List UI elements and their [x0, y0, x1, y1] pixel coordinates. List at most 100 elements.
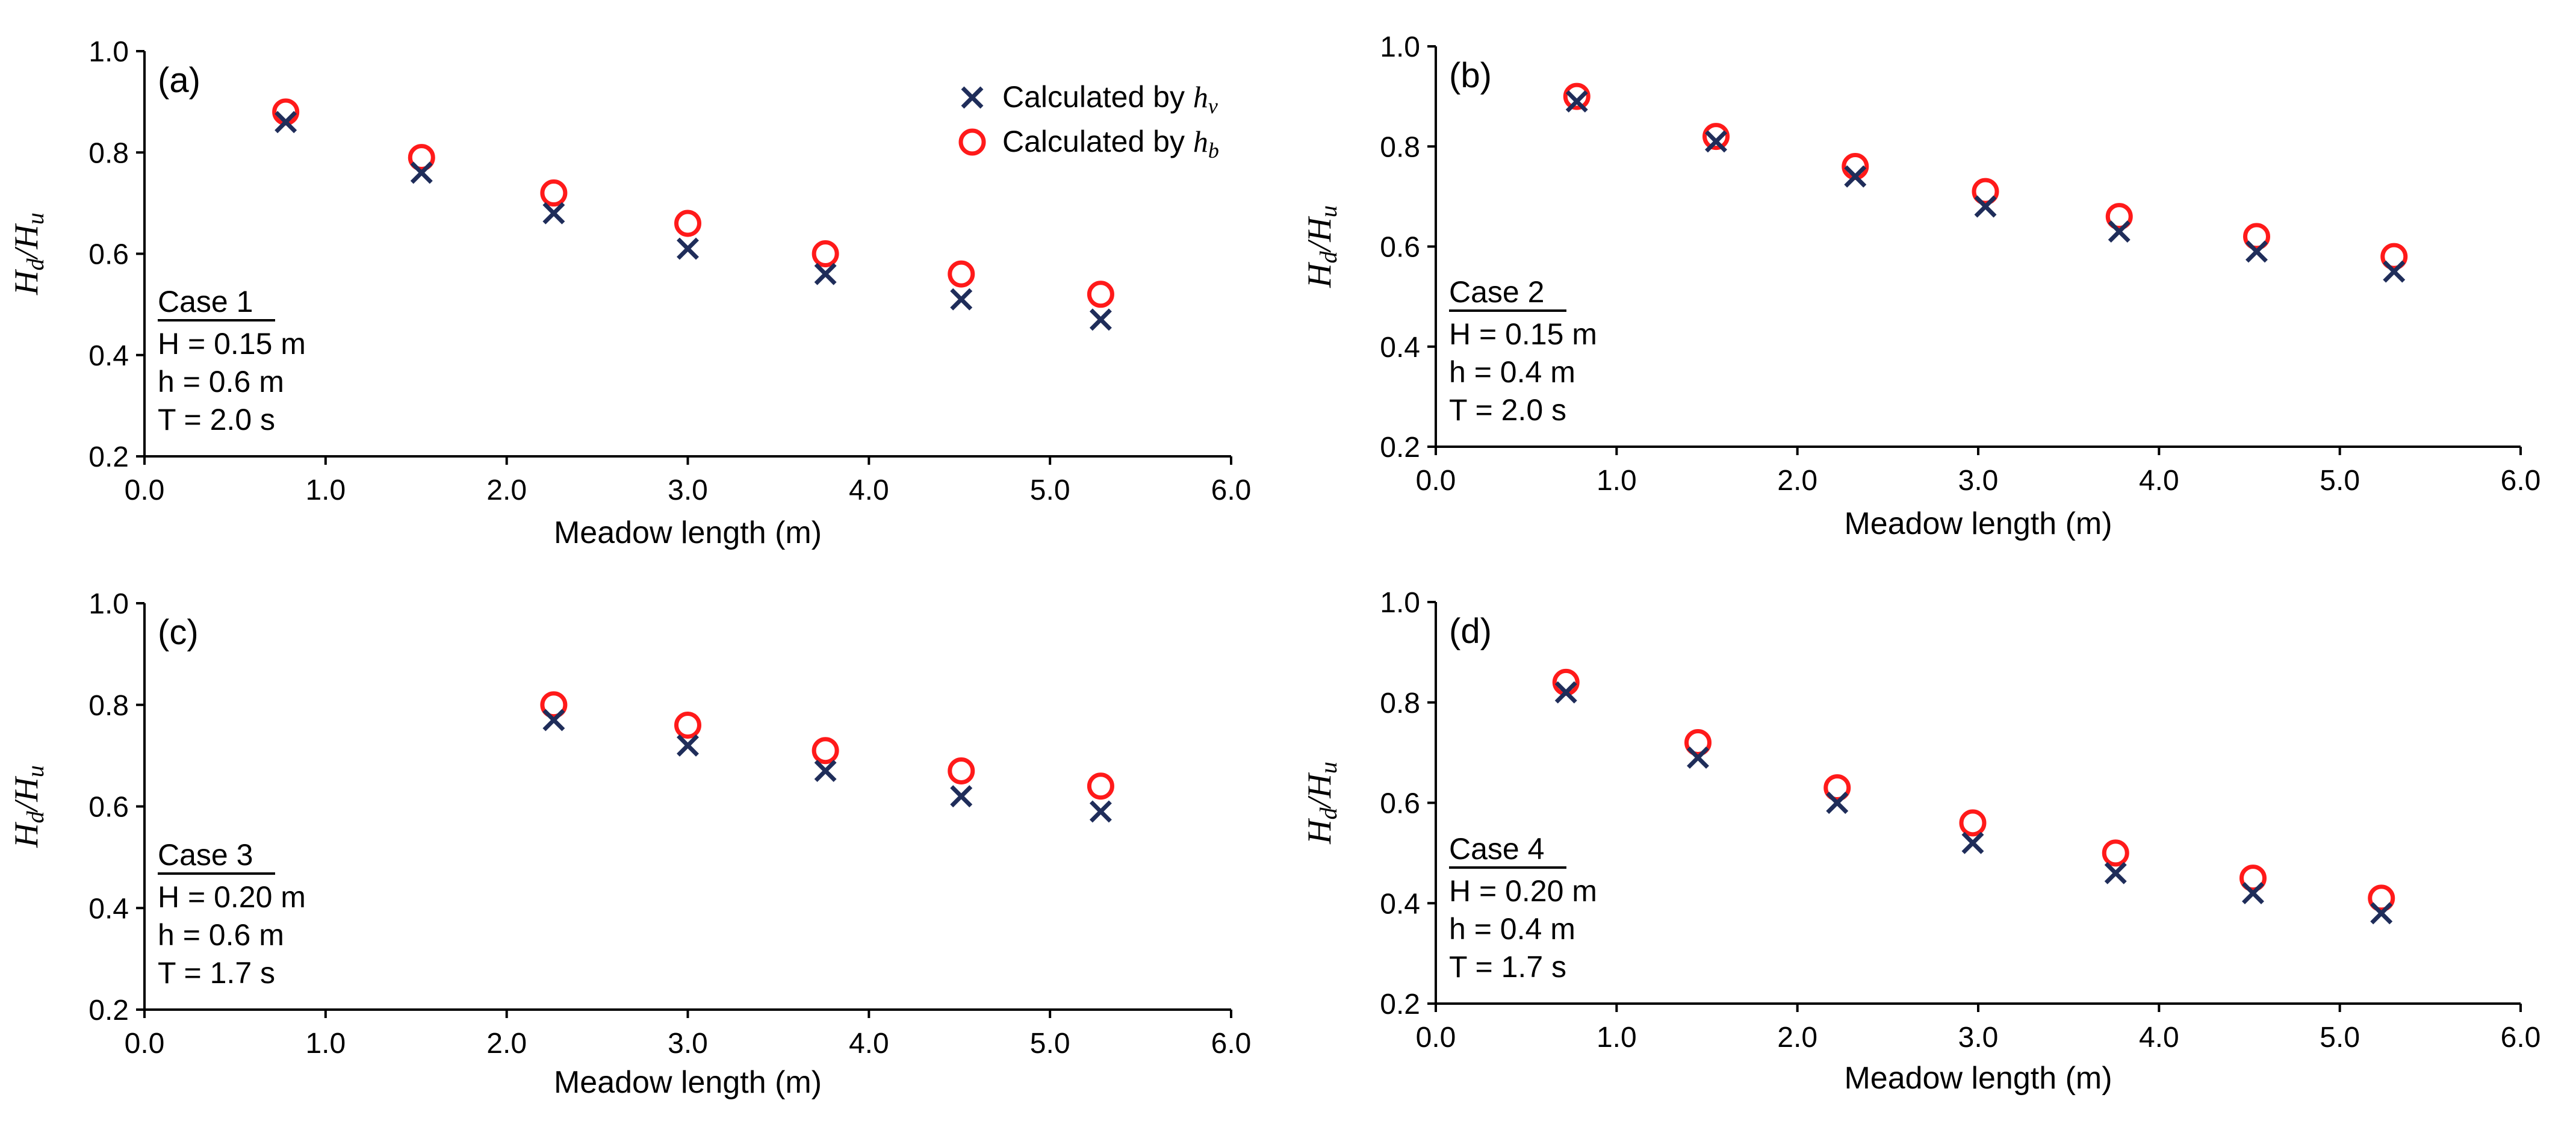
x-axis-title: Meadow length (m): [554, 1065, 822, 1100]
panel-label: (b): [1449, 56, 1492, 95]
y-tick-label: 0.4: [1380, 888, 1420, 920]
y-axis-title: Hd/Hu: [8, 765, 49, 848]
x-marker-stroke: [2370, 902, 2393, 925]
x-tick-label: 5.0: [1030, 474, 1070, 506]
data-point-hv: [814, 262, 837, 285]
y-axis-title: Hd/Hu: [8, 213, 49, 296]
y-tick-label: 1.0: [1380, 587, 1420, 619]
x-tick-label: 6.0: [1211, 1028, 1252, 1060]
data-point-hv: [275, 111, 297, 134]
data-point-hv: [542, 709, 565, 731]
x-tick-label: 1.0: [1597, 1022, 1637, 1054]
legend-marker-hv: [961, 86, 984, 109]
case-title: Case 2: [1449, 275, 1544, 309]
x-marker-stroke: [1826, 792, 1849, 814]
y-tick-label: 0.4: [88, 893, 129, 925]
y-tick-label: 0.8: [1380, 131, 1420, 163]
chart-panel-b: 0.0 1.0 2.0 3.0 4.0 5.0 6.0 0.2 0.4 0.6 0.8 1.0 Mead…: [1301, 31, 2540, 541]
x-marker-stroke: [1089, 800, 1112, 823]
data-point-hv: [950, 785, 973, 808]
data-point-hb: [408, 144, 435, 172]
y-tick-label: 0.8: [1380, 688, 1420, 719]
x-marker-stroke: [2104, 862, 2127, 884]
data-point-hb: [1823, 774, 1851, 801]
x-tick-label: 2.0: [486, 474, 527, 506]
x-axis-title: Meadow length (m): [1844, 1061, 2112, 1096]
data-point-hb: [540, 179, 568, 207]
x-marker-stroke: [2242, 882, 2264, 905]
case-parameter: H = 0.15 m: [158, 327, 306, 361]
data-point-hb: [948, 757, 975, 784]
case-parameter: T = 1.7 s: [158, 956, 275, 990]
chart-panel-a: 0.0 1.0 2.0 3.0 4.0 5.0 6.0 0.2 0.4 0.6 0.8 1.0 Mead…: [8, 36, 1251, 550]
case-parameter: h = 0.6 m: [158, 365, 284, 399]
x-tick-label: 0.0: [1416, 465, 1456, 497]
chart-panel-c: 0.0 1.0 2.0 3.0 4.0 5.0 6.0 0.2 0.4 0.6 0.8 1.0 Mead…: [8, 588, 1251, 1100]
data-point-hv: [2242, 882, 2264, 905]
legend-label-hb: Calculated by hb: [1002, 125, 1219, 163]
case-parameter: T = 2.0 s: [1449, 393, 1566, 427]
x-marker-stroke: [950, 288, 973, 311]
case-parameter: h = 0.4 m: [1449, 912, 1575, 946]
data-point-hv: [1687, 746, 1709, 769]
panel-label: (a): [158, 61, 200, 100]
y-tick-label: 0.6: [88, 239, 129, 271]
data-point-hv: [1565, 90, 1588, 113]
data-point-hv: [1844, 165, 1867, 188]
x-marker-stroke: [814, 759, 837, 782]
case-parameter: H = 0.20 m: [158, 880, 306, 914]
chart-panel-d: 0.0 1.0 2.0 3.0 4.0 5.0 6.0 0.2 0.4 0.6 0.8 1.0 Mead…: [1301, 587, 2540, 1096]
x-marker-stroke: [677, 237, 699, 260]
y-tick-label: 1.0: [88, 588, 129, 620]
x-marker-stroke: [961, 86, 984, 109]
data-point-hb: [1087, 281, 1114, 308]
x-marker-stroke: [950, 785, 973, 808]
legend-label-hv: Calculated by hv: [1002, 80, 1218, 118]
y-tick-label: 0.4: [1380, 332, 1420, 364]
x-tick-label: 3.0: [668, 474, 708, 506]
x-marker-stroke: [275, 111, 297, 134]
x-tick-label: 2.0: [1777, 465, 1817, 497]
x-tick-label: 1.0: [305, 474, 346, 506]
y-tick-label: 0.2: [88, 441, 129, 473]
x-tick-label: 1.0: [305, 1028, 346, 1060]
x-marker-stroke: [410, 161, 433, 184]
x-tick-label: 0.0: [1416, 1022, 1456, 1054]
x-tick-label: 3.0: [1958, 465, 1999, 497]
x-axis-title: Meadow length (m): [1844, 506, 2112, 541]
case-title: Case 3: [158, 838, 253, 872]
x-tick-label: 4.0: [2139, 1022, 2179, 1054]
x-marker-stroke: [2108, 220, 2131, 243]
x-tick-label: 6.0: [2501, 465, 2541, 497]
x-tick-label: 5.0: [1030, 1028, 1070, 1060]
x-marker-stroke: [1974, 195, 1997, 218]
data-point-hv: [814, 759, 837, 782]
x-marker-stroke: [1705, 130, 1727, 153]
data-point-hv: [1961, 831, 1984, 854]
y-tick-label: 0.6: [88, 792, 129, 824]
x-marker-stroke: [814, 262, 837, 285]
y-tick-label: 1.0: [88, 36, 129, 68]
case-parameter: H = 0.15 m: [1449, 317, 1597, 351]
panel-label: (d): [1449, 612, 1492, 651]
data-point-hv: [1974, 195, 1997, 218]
data-point-hb: [674, 712, 701, 739]
x-marker-stroke: [1565, 90, 1588, 113]
case-parameter: H = 0.20 m: [1449, 874, 1597, 908]
x-marker-stroke: [1961, 831, 1984, 854]
data-point-hv: [1705, 130, 1727, 153]
data-point-hb: [2105, 203, 2133, 231]
data-point-hb: [2368, 884, 2395, 912]
data-point-hb: [1563, 82, 1591, 110]
data-point-hb: [1684, 728, 1712, 756]
data-point-hv: [950, 288, 973, 311]
x-tick-label: 0.0: [125, 1028, 165, 1060]
data-point-hb: [948, 260, 975, 288]
x-tick-label: 1.0: [1597, 465, 1637, 497]
legend-marker-hb: [958, 128, 986, 156]
data-point-hv: [1554, 681, 1577, 704]
y-tick-label: 1.0: [1380, 31, 1420, 63]
data-point-hb: [2243, 223, 2271, 250]
data-point-hv: [1826, 792, 1849, 814]
